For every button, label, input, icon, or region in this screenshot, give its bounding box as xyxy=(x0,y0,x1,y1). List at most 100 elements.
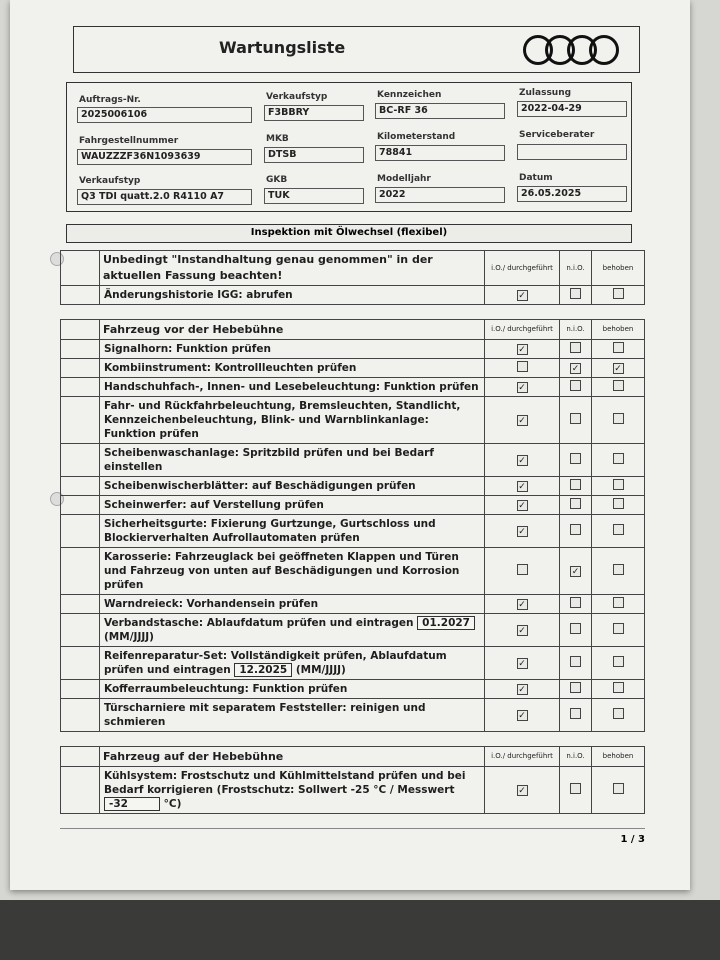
item-label: Scheibenwischerblätter: auf Beschädigung… xyxy=(104,480,416,492)
page-number: 1 / 3 xyxy=(620,834,645,845)
behoben-checkbox[interactable]: ✓ xyxy=(612,363,624,374)
behoben-checkbox[interactable] xyxy=(612,656,624,667)
io-checkbox[interactable]: ✓ xyxy=(516,684,528,695)
row-text: Karosserie: Fahrzeuglack bei geöffneten … xyxy=(99,547,485,595)
io-checkbox[interactable] xyxy=(516,361,528,372)
behoben-checkbox[interactable] xyxy=(612,479,624,490)
row-text: Kühlsystem: Frostschutz und Kühlmittelst… xyxy=(99,766,485,814)
checkbox-cell xyxy=(559,396,592,444)
io-checkbox[interactable]: ✓ xyxy=(516,481,528,492)
nio-checkbox[interactable] xyxy=(570,288,581,299)
behoben-checkbox[interactable] xyxy=(612,413,624,424)
checkbox-cell: ✓ xyxy=(484,766,560,814)
column-header-behoben: behoben xyxy=(591,250,645,286)
row-text: Scheibenwischerblätter: auf Beschädigung… xyxy=(99,476,485,496)
item-label: Kombiinstrument: Kontrollleuchten prüfen xyxy=(104,362,357,374)
checkbox-cell xyxy=(559,377,592,397)
io-checkbox[interactable]: ✓ xyxy=(516,290,528,301)
nio-checkbox[interactable] xyxy=(570,479,581,490)
io-checkbox[interactable]: ✓ xyxy=(516,625,528,636)
checkbox-cell: ✓ xyxy=(559,547,592,595)
nio-checkbox[interactable] xyxy=(570,453,581,464)
nio-checkbox[interactable] xyxy=(570,623,581,634)
io-checkbox[interactable]: ✓ xyxy=(516,455,528,466)
behoben-checkbox[interactable] xyxy=(612,623,624,634)
nio-checkbox[interactable]: ✓ xyxy=(570,363,581,374)
checkbox-cell xyxy=(591,339,645,359)
io-checkbox[interactable]: ✓ xyxy=(516,785,528,796)
nio-checkbox[interactable]: ✓ xyxy=(570,566,581,577)
nio-checkbox[interactable] xyxy=(570,708,581,719)
behoben-checkbox[interactable] xyxy=(612,783,624,794)
io-checkbox[interactable]: ✓ xyxy=(516,710,528,721)
behoben-checkbox[interactable] xyxy=(612,342,624,353)
blank-cell xyxy=(60,285,100,305)
behoben-checkbox[interactable] xyxy=(612,288,624,299)
column-header-behoben: behoben xyxy=(591,746,645,767)
blank-cell xyxy=(60,396,100,444)
mkb-field: DTSB xyxy=(264,147,364,163)
section-header-row: Fahrzeug auf der Hebebühne i.O./ durchgef… xyxy=(60,746,645,767)
label: Verkaufstyp xyxy=(266,92,328,102)
label: MKB xyxy=(266,134,289,144)
checkbox-cell xyxy=(559,285,592,305)
behoben-checkbox[interactable] xyxy=(612,524,624,535)
behoben-checkbox[interactable] xyxy=(612,708,624,719)
behoben-checkbox[interactable] xyxy=(612,597,624,608)
checkbox-cell xyxy=(591,285,645,305)
nio-checkbox[interactable] xyxy=(570,597,581,608)
nio-checkbox[interactable] xyxy=(570,656,581,667)
checkbox-cell: ✓ xyxy=(484,646,560,680)
checklist-row: Kühlsystem: Frostschutz und Kühlmittelst… xyxy=(60,766,645,814)
io-checkbox[interactable]: ✓ xyxy=(516,382,528,393)
io-checkbox[interactable]: ✓ xyxy=(516,500,528,511)
io-checkbox[interactable]: ✓ xyxy=(516,599,528,610)
io-checkbox[interactable] xyxy=(516,564,528,575)
page-title: Wartungsliste xyxy=(219,38,346,57)
behoben-checkbox[interactable] xyxy=(612,682,624,693)
datum-field: 26.05.2025 xyxy=(517,186,627,202)
blank-cell xyxy=(60,339,100,359)
section-igg: Unbedingt "Instandhaltung genau genommen… xyxy=(60,250,645,305)
behoben-checkbox[interactable] xyxy=(612,380,624,391)
nio-checkbox[interactable] xyxy=(570,342,581,353)
value-unit: (MM/JJJJ) xyxy=(104,631,154,643)
checkbox-cell xyxy=(591,646,645,680)
checkbox-cell xyxy=(591,547,645,595)
io-checkbox[interactable]: ✓ xyxy=(516,526,528,537)
row-text: Türscharniere mit separatem Feststeller:… xyxy=(99,698,485,732)
behoben-checkbox[interactable] xyxy=(612,498,624,509)
section-vor-hebebuehne: Fahrzeug vor der Hebebühne i.O./ durchgef… xyxy=(60,319,645,732)
checkbox-cell xyxy=(591,679,645,699)
four-rings-logo xyxy=(523,35,619,65)
nio-checkbox[interactable] xyxy=(570,524,581,535)
item-label: Warndreieck: Vorhandensein prüfen xyxy=(104,598,319,610)
nio-checkbox[interactable] xyxy=(570,498,581,509)
behoben-checkbox[interactable] xyxy=(612,564,624,575)
checkbox-cell: ✓ xyxy=(484,377,560,397)
checkbox-cell: ✓ xyxy=(484,495,560,515)
column-header-io: i.O./ durchgeführt xyxy=(484,746,560,767)
io-checkbox[interactable]: ✓ xyxy=(516,415,528,426)
behoben-checkbox[interactable] xyxy=(612,453,624,464)
nio-checkbox[interactable] xyxy=(570,380,581,391)
blank-cell xyxy=(60,377,100,397)
inspection-title: Inspektion mit Ölwechsel (flexibel) xyxy=(66,224,632,243)
io-checkbox[interactable]: ✓ xyxy=(516,658,528,669)
checklist-row: Kombiinstrument: Kontrollleuchten prüfen… xyxy=(60,358,645,378)
checklist-row: Sicherheitsgurte: Fixierung Gurtzunge, G… xyxy=(60,514,645,548)
berater-field xyxy=(517,144,627,160)
nio-checkbox[interactable] xyxy=(570,682,581,693)
item-label: Fahr- und Rückfahrbeleuchtung, Bremsleuc… xyxy=(104,400,461,440)
nio-checkbox[interactable] xyxy=(570,783,581,794)
io-checkbox[interactable]: ✓ xyxy=(516,344,528,355)
nio-checkbox[interactable] xyxy=(570,413,581,424)
gkb-field: TUK xyxy=(264,188,364,204)
blank-cell xyxy=(60,594,100,614)
checkbox-cell xyxy=(591,594,645,614)
item-label: Sicherheitsgurte: Fixierung Gurtzunge, G… xyxy=(104,518,436,544)
label: Zulassung xyxy=(519,88,572,98)
checkbox-cell xyxy=(559,495,592,515)
checklist-row: Reifenreparatur-Set: Vollständigkeit prü… xyxy=(60,646,645,680)
checkbox-cell xyxy=(591,377,645,397)
